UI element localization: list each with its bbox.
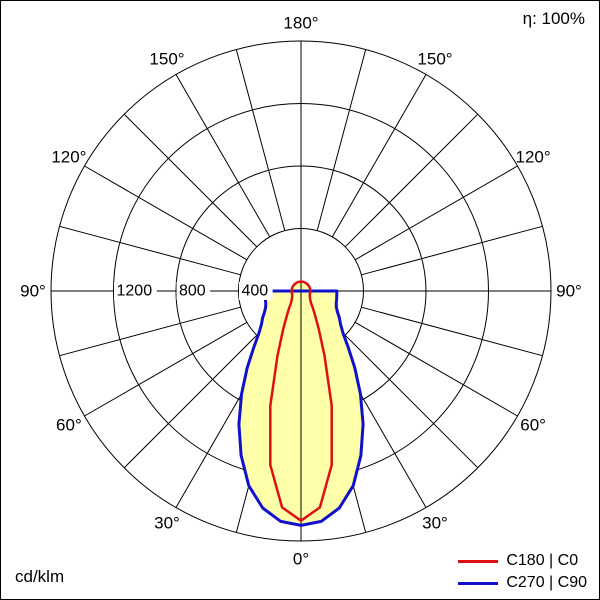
grid-spoke bbox=[361, 225, 543, 276]
efficiency-label: η: 100% bbox=[522, 9, 585, 28]
angle-label: 120° bbox=[51, 148, 86, 167]
grid-spoke bbox=[235, 49, 286, 231]
angle-label: 60° bbox=[56, 416, 82, 435]
radial-tick-label: 800 bbox=[179, 283, 206, 300]
tick-label-bg bbox=[239, 282, 273, 300]
curve-c270-c90 bbox=[237, 289, 365, 527]
legend-item-c90: C270 | C90 bbox=[458, 574, 587, 592]
grid-spoke bbox=[354, 165, 518, 261]
tick-label-bg bbox=[176, 282, 211, 300]
grid-spoke bbox=[123, 113, 258, 248]
angle-label: 90° bbox=[20, 282, 46, 301]
angle-label: 120° bbox=[516, 148, 551, 167]
radial-tick-label: 400 bbox=[242, 283, 269, 300]
grid-spoke bbox=[354, 321, 518, 417]
legend-item-c0: C180 | C0 bbox=[458, 552, 587, 570]
grid-spoke bbox=[344, 113, 479, 248]
angle-label: 0° bbox=[293, 550, 309, 569]
grid-spoke bbox=[59, 306, 241, 357]
grid-spoke bbox=[316, 49, 367, 231]
legend-line-red bbox=[458, 559, 499, 563]
grid-spoke bbox=[84, 165, 248, 261]
angle-label: 90° bbox=[556, 282, 582, 301]
grid-spoke bbox=[84, 321, 248, 417]
grid-spoke bbox=[59, 225, 241, 276]
unit-label: cd/klm bbox=[15, 567, 65, 586]
curve-c180-c0 bbox=[269, 280, 333, 522]
grid-spoke bbox=[175, 74, 271, 238]
angle-label: 60° bbox=[520, 416, 546, 435]
radial-tick-label: 1200 bbox=[117, 283, 153, 300]
tick-label-bg bbox=[114, 282, 157, 300]
angle-label: 30° bbox=[154, 514, 180, 533]
grid-spoke bbox=[344, 334, 479, 469]
legend-label-c0: C180 | C0 bbox=[506, 552, 579, 569]
grid-spoke bbox=[123, 334, 258, 469]
angle-label: 150° bbox=[149, 49, 184, 68]
legend-line-blue bbox=[458, 581, 499, 585]
legend-label-c90: C270 | C90 bbox=[506, 574, 587, 591]
angle-label: 180° bbox=[283, 14, 318, 33]
grid-spoke bbox=[331, 74, 427, 238]
grid-spoke bbox=[361, 306, 543, 357]
angle-label: 30° bbox=[422, 514, 448, 533]
legend: C180 | C0 C270 | C90 bbox=[458, 552, 587, 592]
angle-label: 150° bbox=[417, 49, 452, 68]
